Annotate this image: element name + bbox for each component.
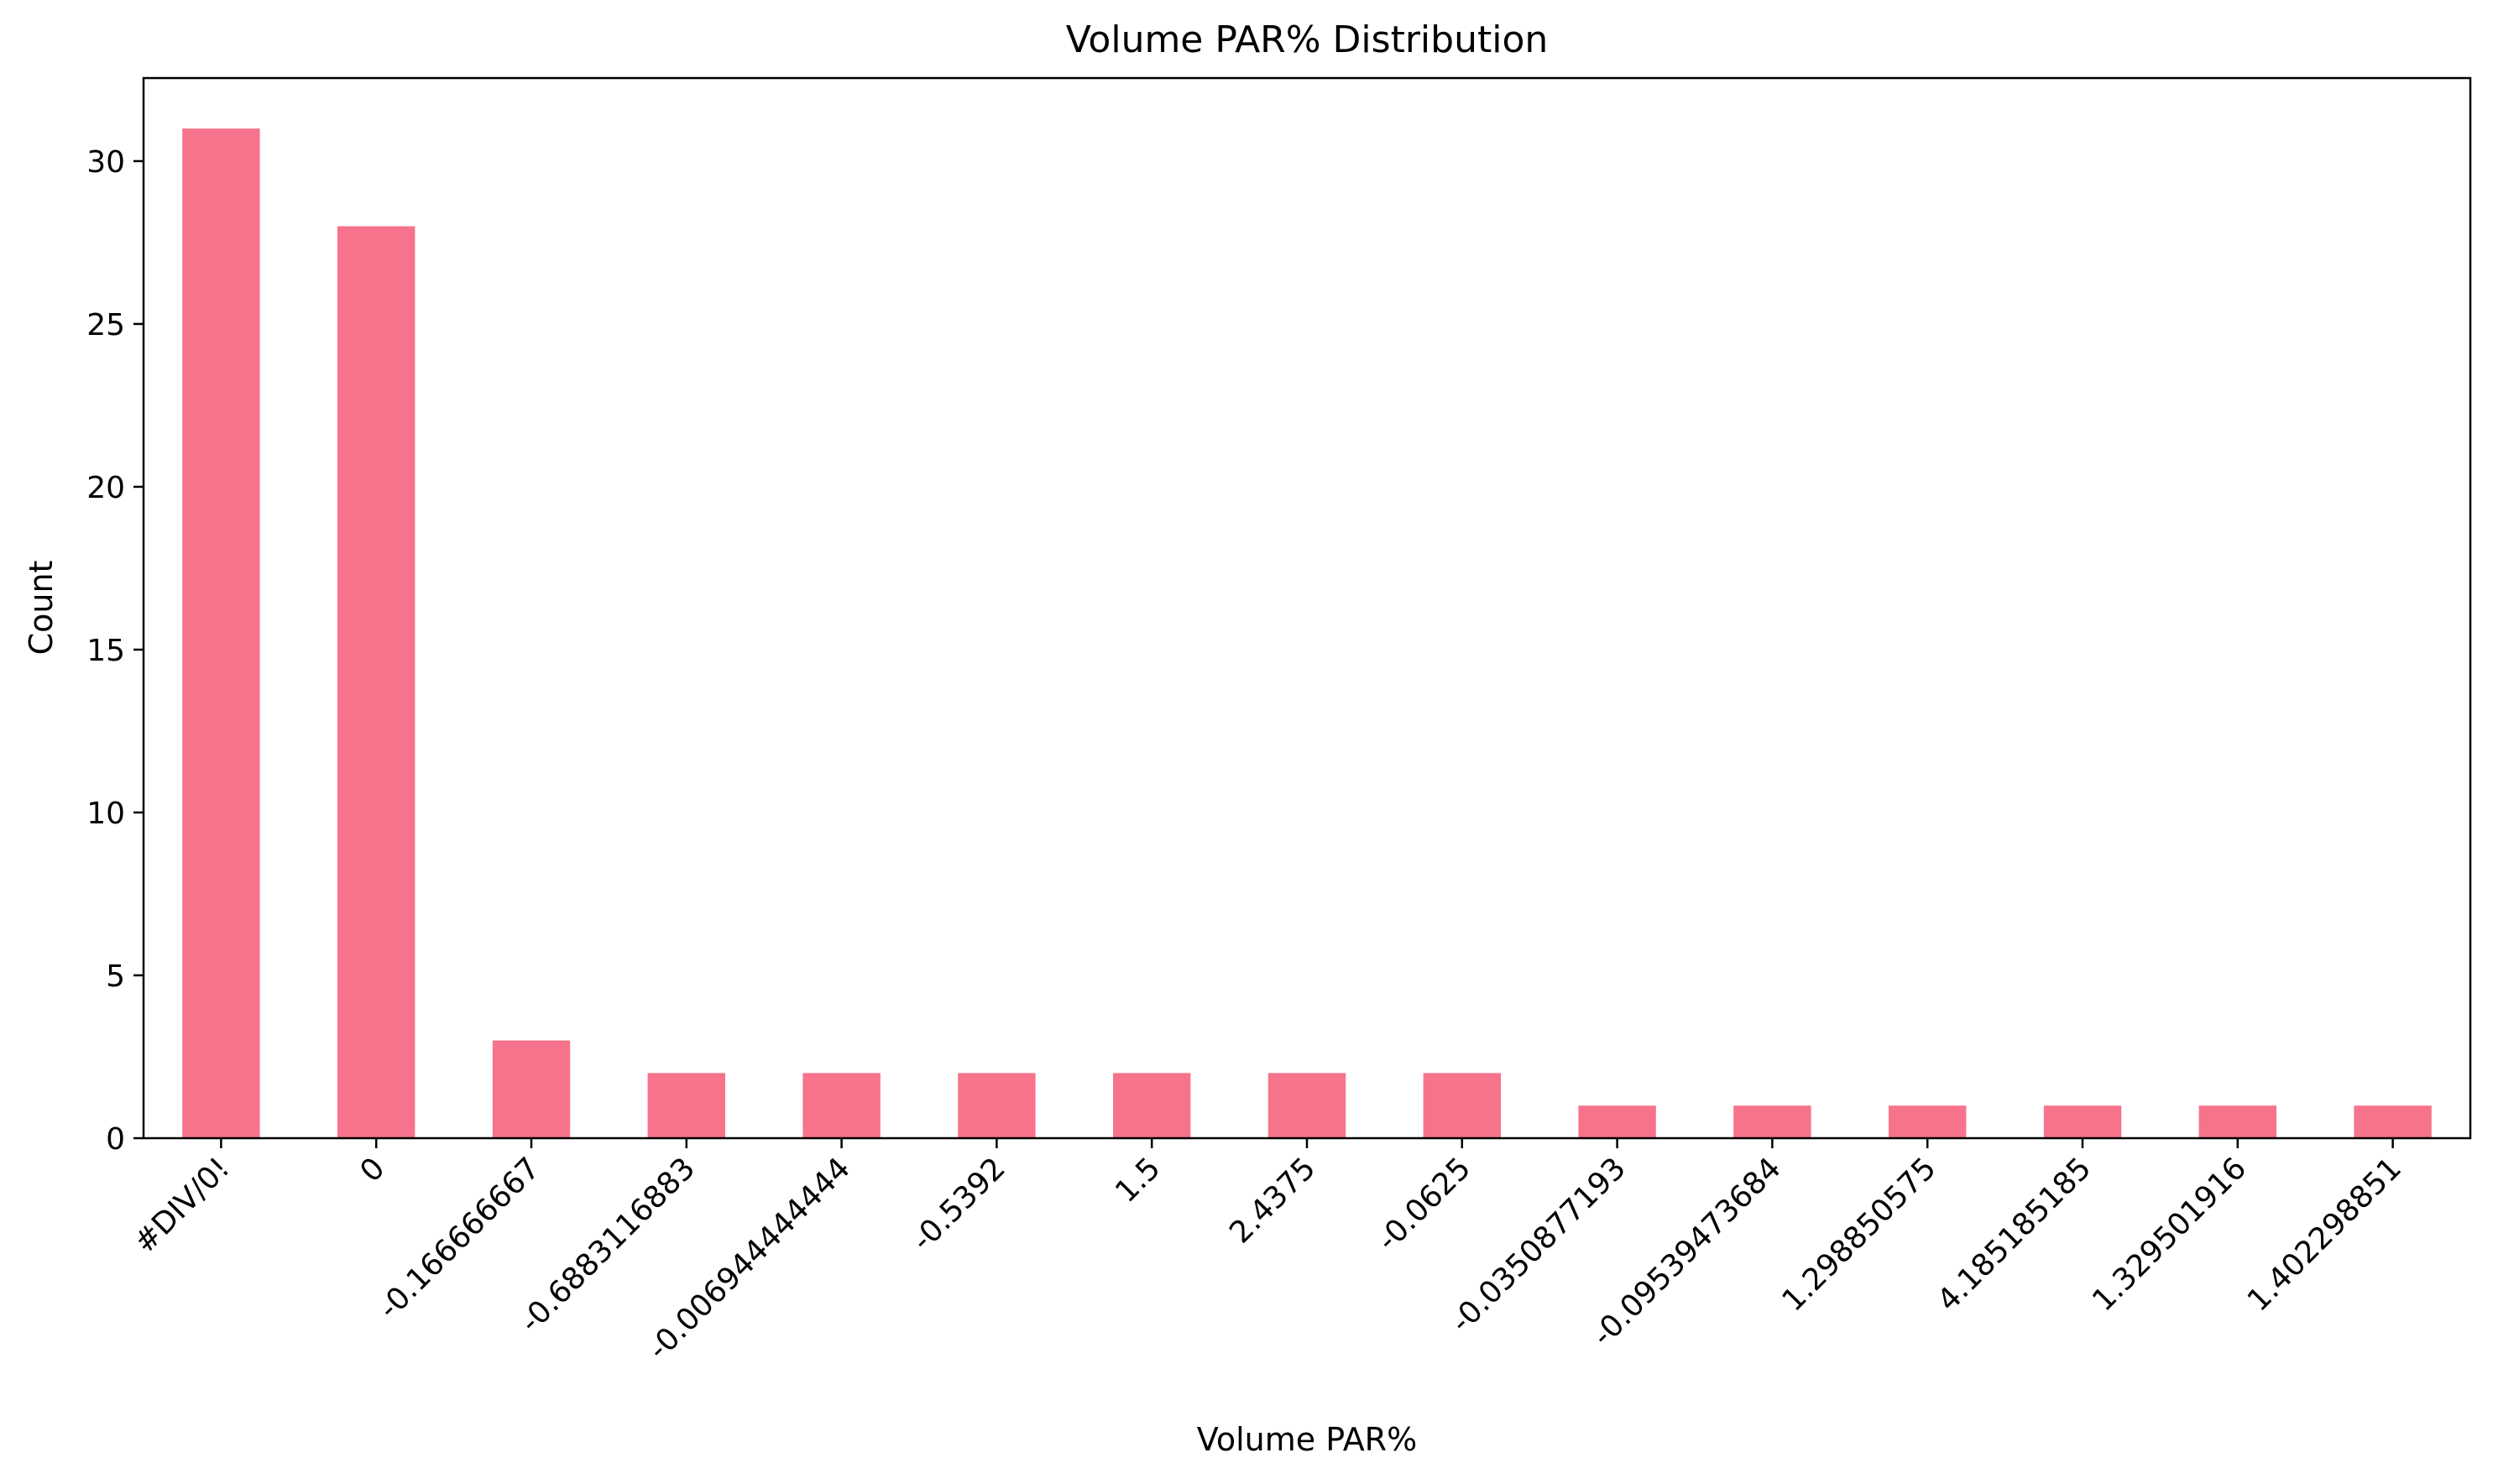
plot-frame [142,76,2472,1140]
y-tick-label: 25 [86,308,125,342]
bars-group [182,128,2432,1139]
bar [1578,1105,1656,1138]
y-tick-label: 15 [86,634,125,668]
bar [2198,1105,2276,1138]
y-tick-label: 20 [86,471,125,505]
x-tick-label: 0 [353,1151,391,1189]
bar [337,226,416,1139]
bar [1423,1073,1501,1138]
x-axis-label: Volume PAR% [1197,1421,1417,1458]
bar [1113,1073,1191,1138]
y-tick-label: 5 [106,959,125,994]
x-tick-label: -0.5392 [906,1151,1012,1257]
bar [1733,1105,1811,1138]
y-axis-label: Count [23,561,60,656]
bar [2354,1105,2432,1138]
bar [2043,1105,2122,1138]
x-tick-label: -0.0625 [1371,1151,1477,1257]
x-tick-label: 1.329501916 [2086,1151,2253,1318]
chart-title: Volume PAR% Distribution [1066,18,1549,61]
y-tick-label: 0 [106,1122,125,1157]
x-tick-label: #DIV/0! [128,1151,237,1260]
x-tick-label: -0.166666667 [372,1151,546,1325]
y-axis: 0 5 10 15 20 25 30 [86,145,144,1157]
bar [802,1073,881,1138]
bar [182,128,260,1139]
y-tick-label: 30 [86,145,125,180]
bar [1889,1105,1967,1138]
y-tick-label: 10 [86,797,125,831]
bar [492,1040,571,1138]
x-tick-label: 4.185185185 [1931,1151,2098,1318]
bar [1267,1073,1346,1138]
bar [958,1073,1036,1138]
bar [647,1073,725,1138]
x-tick-label: 1.402298851 [2241,1151,2408,1318]
x-axis: #DIV/0! 0-0.166666667-0.6883116883-0.0069… [128,1138,2408,1366]
x-tick-label: 1.298850575 [1776,1151,1943,1318]
x-tick-label: 2.4375 [1223,1151,1322,1250]
x-tick-label: 1.5 [1109,1151,1167,1209]
